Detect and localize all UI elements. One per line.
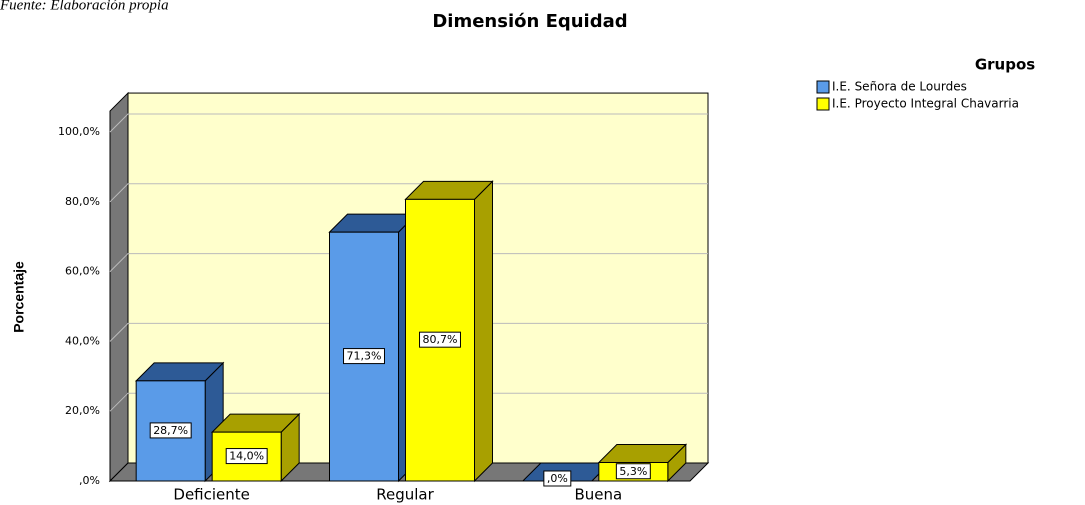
grid-line xyxy=(109,392,708,412)
value-label-box xyxy=(149,422,192,439)
grid-line xyxy=(109,113,708,133)
y-axis-label: Porcentaje xyxy=(11,261,27,333)
left-wall xyxy=(109,91,129,483)
legend-label: I.E. Proyecto Integral Chavarria xyxy=(832,97,1019,111)
legend-title: Grupos xyxy=(975,56,1035,74)
value-label: 28,7% xyxy=(153,424,188,437)
bar-side xyxy=(474,180,493,483)
x-tick-label: Buena xyxy=(574,486,622,504)
y-tick-label: ,0% xyxy=(79,474,100,487)
y-tick-label: 20,0% xyxy=(65,404,100,417)
value-label-box xyxy=(343,348,385,365)
grid-line xyxy=(109,253,708,272)
grid-line xyxy=(109,183,708,203)
value-label-box xyxy=(419,331,461,348)
value-label: 5,3% xyxy=(619,465,647,478)
grid-line xyxy=(109,322,708,342)
value-label: ,0% xyxy=(547,472,568,485)
value-label-box xyxy=(615,463,651,480)
value-label: 71,3% xyxy=(347,350,382,363)
value-label: 80,7% xyxy=(423,333,458,346)
legend-label: I.E. Señora de Lourdes xyxy=(832,80,967,94)
y-tick-label: 80,0% xyxy=(65,195,100,208)
legend-swatch xyxy=(816,97,830,111)
y-tick-label: 100,0% xyxy=(58,125,100,138)
value-label-box xyxy=(225,448,268,465)
legend-swatch xyxy=(816,80,830,94)
x-tick-label: Regular xyxy=(376,486,434,504)
y-tick-label: 60,0% xyxy=(65,265,100,278)
y-tick-label: 40,0% xyxy=(65,334,100,347)
x-tick-label: Deficiente xyxy=(173,486,250,504)
bar xyxy=(329,231,399,482)
chart-title: Dimensión Equidad xyxy=(432,11,627,32)
source-note: Fuente: Elaboración propia xyxy=(0,0,169,13)
value-label: 14,0% xyxy=(229,450,264,463)
value-label-box xyxy=(543,470,572,487)
